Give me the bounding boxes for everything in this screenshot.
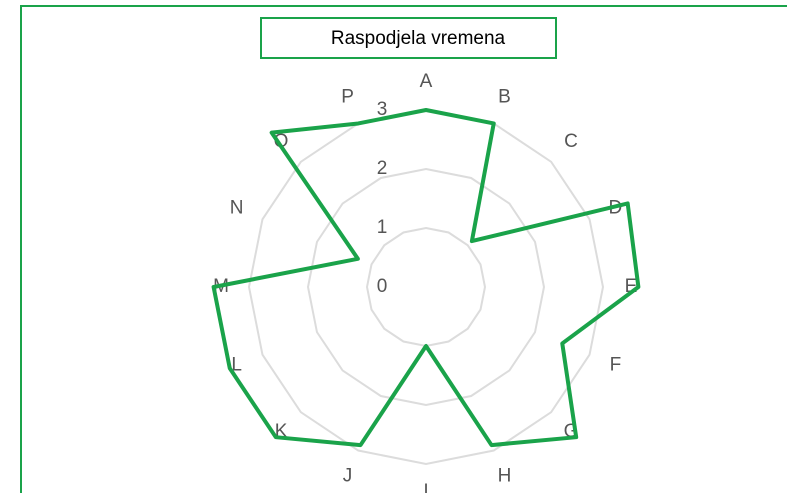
r-tick-label: 3 (377, 99, 388, 120)
r-tick-label: 0 (377, 276, 388, 297)
category-label: P (341, 87, 354, 108)
category-label: J (343, 465, 353, 486)
grid-ring (306, 167, 546, 407)
category-label: I (423, 481, 428, 493)
chart-title: Raspodjela vremena (331, 28, 506, 49)
category-label: H (498, 465, 512, 486)
category-label: F (610, 354, 622, 375)
r-tick-label: 2 (377, 158, 388, 179)
r-tick-label: 1 (377, 217, 388, 238)
category-label: A (420, 71, 433, 92)
grid-ring (247, 108, 605, 466)
category-label: O (274, 131, 289, 152)
category-label: N (230, 198, 244, 219)
title-box (260, 17, 557, 59)
category-label: B (498, 87, 511, 108)
frame (20, 5, 787, 493)
category-label: L (231, 354, 242, 375)
category-label: C (564, 131, 578, 152)
series-line (211, 108, 641, 448)
